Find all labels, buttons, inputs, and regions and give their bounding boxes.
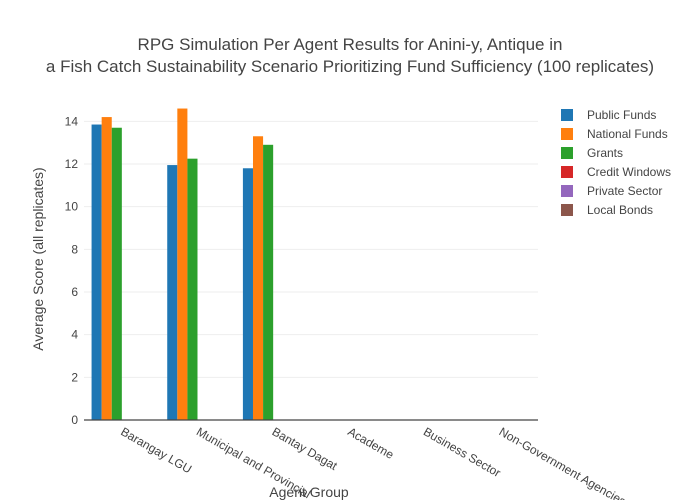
bar-national-funds xyxy=(101,117,112,421)
bar-public-funds xyxy=(242,168,253,420)
bar-grants xyxy=(263,144,274,421)
legend-swatch xyxy=(561,128,573,140)
legend-label: Grants xyxy=(587,146,623,160)
x-tick-label: Bantay Dagat xyxy=(270,424,341,473)
gridlines xyxy=(84,120,538,378)
y-tick-labels: 0 2 4 6 8 10 12 14 xyxy=(65,114,79,427)
x-tick-label: Academe xyxy=(345,424,396,462)
x-tick-labels: Barangay LGU Municipal and ProvincialBant… xyxy=(118,424,628,500)
y-tick-label: 0 xyxy=(71,413,78,427)
y-axis-label: Average Score (all replicates) xyxy=(30,167,46,350)
chart-title-line-1: RPG Simulation Per Agent Results for Ani… xyxy=(138,35,563,54)
bars xyxy=(91,108,274,421)
x-tick-label: Non-Government Agencies xyxy=(497,424,629,500)
legend-label: Public Funds xyxy=(587,108,656,122)
y-tick-label: 8 xyxy=(71,242,78,256)
legend: Public Funds National Funds Grants Credit W… xyxy=(561,108,671,217)
legend-swatch xyxy=(561,185,573,197)
legend-label: Credit Windows xyxy=(587,165,671,179)
x-tick-label: Business Sector xyxy=(421,424,503,479)
bar-public-funds xyxy=(91,124,102,421)
y-tick-label: 12 xyxy=(65,157,79,171)
legend-label: Private Sector xyxy=(587,184,662,198)
y-tick-label: 2 xyxy=(71,370,78,384)
legend-label: National Funds xyxy=(587,127,668,141)
bar-public-funds xyxy=(167,165,178,420)
legend-swatch xyxy=(561,109,573,121)
legend-label: Local Bonds xyxy=(587,203,653,217)
legend-swatch xyxy=(561,147,573,159)
y-tick-label: 4 xyxy=(71,328,78,342)
bar-grants xyxy=(111,127,122,420)
legend-swatch xyxy=(561,204,573,216)
y-tick-label: 14 xyxy=(65,114,79,128)
y-tick-label: 6 xyxy=(71,285,78,299)
x-tick-label: Barangay LGU xyxy=(118,424,194,476)
legend-swatch xyxy=(561,166,573,178)
y-tick-label: 10 xyxy=(65,200,79,214)
bar-grants xyxy=(187,158,198,420)
bar-national-funds xyxy=(177,108,188,421)
chart-title-line-2: a Fish Catch Sustainability Scenario Pri… xyxy=(46,57,654,76)
bar-national-funds xyxy=(252,136,264,420)
x-axis-label: Agent Group xyxy=(269,484,349,500)
